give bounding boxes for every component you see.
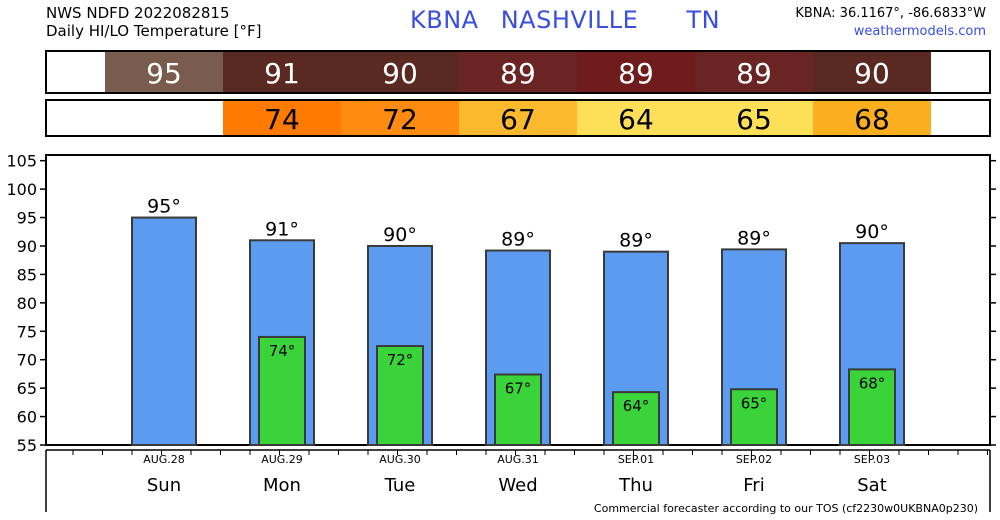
date-label: SEP.03 bbox=[854, 453, 890, 466]
lo-cell-value: 68 bbox=[854, 103, 890, 136]
date-label: AUG.31 bbox=[497, 453, 539, 466]
y-tick-label: 85 bbox=[17, 265, 37, 284]
hi-bar-label: 90° bbox=[855, 221, 889, 243]
lo-bar-label: 74° bbox=[269, 342, 296, 360]
date-label: AUG.28 bbox=[143, 453, 185, 466]
station-title: KBNA NASHVILLE TN bbox=[410, 6, 720, 34]
lo-bar bbox=[258, 335, 306, 446]
lo-bar bbox=[376, 345, 424, 447]
y-tick-label: 75 bbox=[17, 322, 37, 341]
day-label: Sun bbox=[147, 475, 181, 496]
hi-cell-value: 95 bbox=[146, 57, 182, 90]
y-tick-label: 105 bbox=[6, 152, 37, 171]
site-link[interactable]: weathermodels.com bbox=[853, 24, 986, 39]
station-coordinates: KBNA: 36.1167°, -86.6833°W bbox=[795, 6, 986, 21]
lo-bar bbox=[730, 388, 778, 446]
lo-cell-value: 65 bbox=[736, 103, 772, 136]
hi-cell bbox=[695, 52, 813, 92]
hi-bar-label: 90° bbox=[383, 224, 417, 246]
hi-cell-value: 90 bbox=[382, 57, 418, 90]
lo-bar-label: 67° bbox=[505, 379, 532, 397]
day-label: Thu bbox=[618, 475, 653, 496]
lo-cell-value: 74 bbox=[264, 103, 300, 136]
hi-bar-label: 89° bbox=[619, 230, 653, 252]
y-tick-label: 95 bbox=[17, 209, 37, 228]
day-label: Wed bbox=[498, 475, 537, 496]
hi-bar-label: 89° bbox=[737, 227, 771, 249]
date-label: SEP.01 bbox=[618, 453, 654, 466]
hi-cell-value: 89 bbox=[500, 57, 536, 90]
station-state: TN bbox=[686, 6, 721, 34]
lo-bar bbox=[848, 368, 896, 447]
lo-cell bbox=[341, 101, 459, 135]
station-id: KBNA bbox=[410, 6, 479, 34]
hi-cell-value: 89 bbox=[618, 57, 654, 90]
footer-note: Commercial forecaster according to our T… bbox=[593, 502, 978, 515]
day-label: Tue bbox=[384, 475, 416, 496]
hi-bar-label: 91° bbox=[265, 218, 299, 240]
lo-cell bbox=[577, 101, 695, 135]
lo-bar-label: 64° bbox=[623, 397, 650, 415]
hi-cell bbox=[341, 52, 459, 92]
day-label: Mon bbox=[263, 475, 301, 496]
hi-cell bbox=[223, 52, 341, 92]
lo-cell bbox=[695, 101, 813, 135]
y-tick-label: 100 bbox=[6, 180, 37, 199]
y-tick-label: 80 bbox=[17, 294, 37, 313]
date-label: AUG.29 bbox=[261, 453, 303, 466]
hi-cell-value: 90 bbox=[854, 57, 890, 90]
y-tick-label: 55 bbox=[17, 436, 37, 455]
lo-cell-value: 64 bbox=[618, 103, 654, 136]
hi-bar bbox=[131, 216, 197, 446]
lo-cell-value: 67 bbox=[500, 103, 536, 136]
y-tick-label: 60 bbox=[17, 408, 37, 427]
lo-cell bbox=[813, 101, 931, 135]
lo-bar bbox=[494, 373, 542, 447]
lo-cell bbox=[459, 101, 577, 135]
hi-bar-label: 95° bbox=[147, 196, 181, 218]
lo-bar-label: 65° bbox=[741, 394, 768, 412]
lo-cell bbox=[223, 101, 341, 135]
day-label: Fri bbox=[743, 475, 764, 496]
date-label: SEP.02 bbox=[736, 453, 772, 466]
lo-bar-label: 68° bbox=[859, 374, 886, 392]
hi-cell-value: 89 bbox=[736, 57, 772, 90]
date-label: AUG.30 bbox=[379, 453, 421, 466]
hi-bar-label: 89° bbox=[501, 229, 535, 251]
product-title: NWS NDFD 2022082815 bbox=[46, 4, 230, 22]
chart-subtitle: Daily HI/LO Temperature [°F] bbox=[46, 22, 262, 40]
y-tick-label: 90 bbox=[17, 237, 37, 256]
hi-cell-value: 91 bbox=[264, 57, 300, 90]
lo-bar-label: 72° bbox=[387, 351, 414, 369]
day-label: Sat bbox=[857, 475, 887, 496]
hi-cell bbox=[577, 52, 695, 92]
hi-cell bbox=[813, 52, 931, 92]
lo-cell-value: 72 bbox=[382, 103, 418, 136]
hi-cell bbox=[105, 52, 223, 92]
y-tick-label: 70 bbox=[17, 351, 37, 370]
lo-bar bbox=[612, 391, 660, 446]
hi-cell bbox=[459, 52, 577, 92]
station-name: NASHVILLE bbox=[500, 6, 639, 34]
y-tick-label: 65 bbox=[17, 379, 37, 398]
